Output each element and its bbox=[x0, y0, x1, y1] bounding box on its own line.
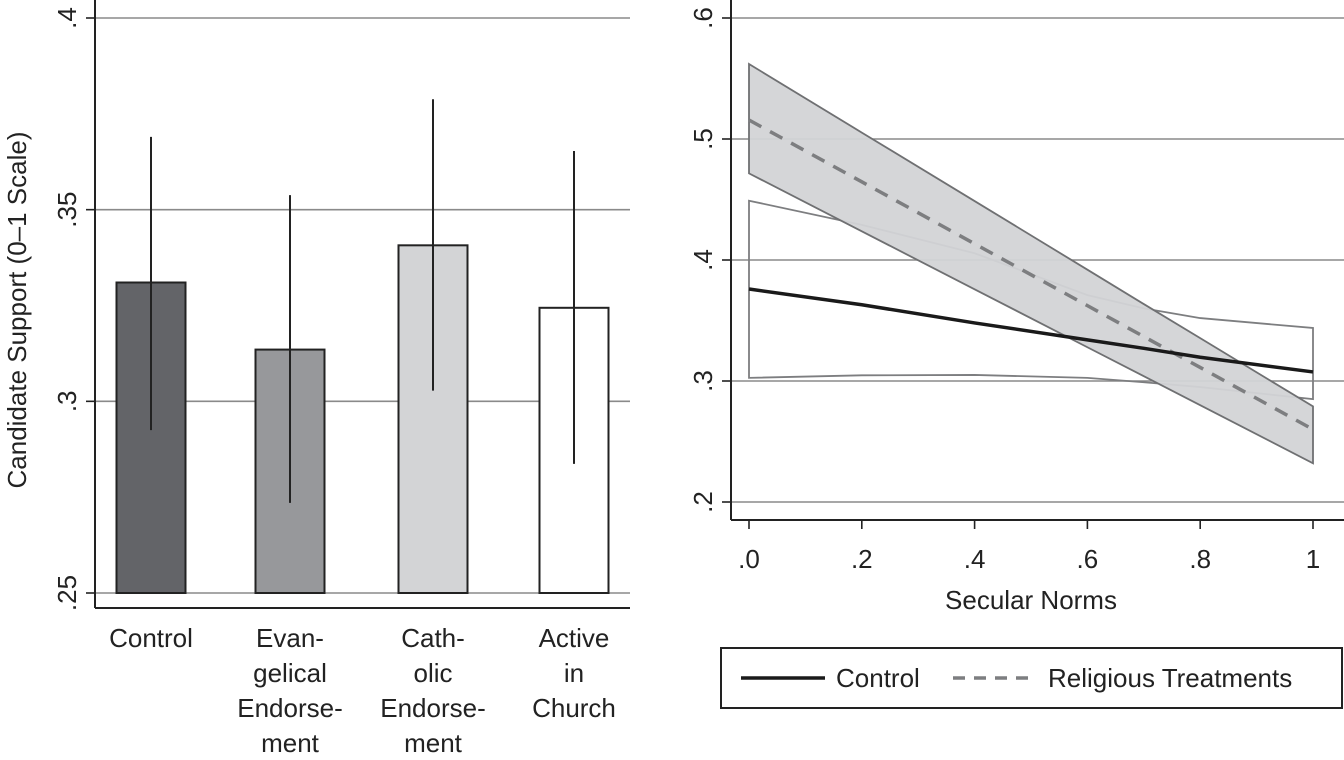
line-chart-panel: .2 .3 .4 .5 .6 .0 .2 .4 .6 .8 1 Secular Norms Contro… bbox=[688, 0, 1344, 709]
category-label: Church bbox=[532, 693, 616, 723]
bar-chart-panel: .25 .3 .35 .4 Candidate Support (0–1 Scale) C… bbox=[2, 0, 630, 758]
y-tick-label: .6 bbox=[688, 7, 718, 29]
y-tick-label: .35 bbox=[52, 192, 82, 228]
control-line bbox=[748, 287, 1314, 374]
legend-label-religious-treatments: Religious Treatments bbox=[1048, 663, 1292, 693]
category-label: Endorse- bbox=[380, 693, 486, 723]
category-label: ment bbox=[261, 728, 320, 758]
y-axis-title: Candidate Support (0–1 Scale) bbox=[2, 131, 32, 488]
x-tick-label: 1 bbox=[1306, 544, 1320, 574]
legend: Control Religious Treatments bbox=[720, 647, 1343, 709]
y-tick-label: .4 bbox=[52, 7, 82, 29]
category-label: gelical bbox=[253, 658, 327, 688]
x-tick-label: .4 bbox=[964, 544, 986, 574]
category-label: ment bbox=[404, 728, 463, 758]
category-label: in bbox=[564, 658, 584, 688]
category-label: Active bbox=[539, 623, 610, 653]
y-tick-label: .5 bbox=[688, 128, 718, 150]
y-tick-label: .3 bbox=[688, 370, 718, 392]
x-tick-label: .8 bbox=[1189, 544, 1211, 574]
x-tick-label: .0 bbox=[738, 544, 760, 574]
category-label: Endorse- bbox=[237, 693, 343, 723]
religious-treatments-line bbox=[748, 118, 1314, 431]
y-tick-label: .4 bbox=[688, 249, 718, 271]
y-tick-label: .25 bbox=[52, 575, 82, 611]
category-label: Control bbox=[109, 623, 193, 653]
x-tick-label: .6 bbox=[1077, 544, 1099, 574]
x-axis-title: Secular Norms bbox=[945, 585, 1117, 615]
x-tick-label: .2 bbox=[851, 544, 873, 574]
y-tick-label: .3 bbox=[52, 390, 82, 412]
religious-treatments-ci-band bbox=[748, 62, 1314, 465]
category-label: Evan- bbox=[256, 623, 324, 653]
y-tick-label: .2 bbox=[688, 491, 718, 513]
category-label: Cath- bbox=[401, 623, 465, 653]
legend-label-control: Control bbox=[836, 663, 920, 693]
category-label: olic bbox=[413, 658, 452, 688]
